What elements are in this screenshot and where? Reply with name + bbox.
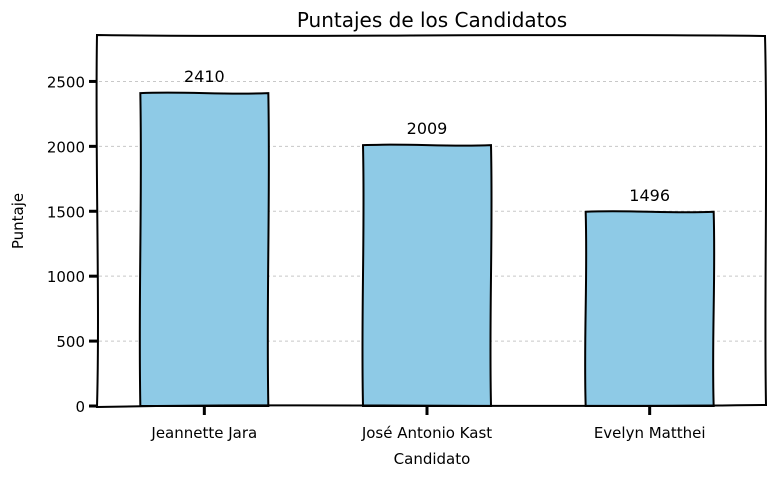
bar-value-label: 2009 — [407, 119, 448, 138]
bar-layer: 2410 2009 1496 — [138, 67, 716, 407]
y-tick-label: 1500 — [47, 203, 85, 221]
bar — [584, 210, 716, 407]
bar-value-label: 2410 — [184, 67, 225, 86]
y-tick-label: 2500 — [47, 73, 85, 91]
y-tick-label: 500 — [56, 333, 85, 351]
x-tick-label: Jeannette Jara — [150, 424, 257, 442]
y-tick-label: 2000 — [47, 138, 85, 156]
plot-frame — [95, 33, 768, 409]
x-axis: Jeannette Jara José Antonio Kast Evelyn Ma… — [150, 406, 706, 442]
bar — [138, 91, 270, 407]
y-tick-label: 1000 — [47, 268, 85, 286]
x-tick-label: José Antonio Kast — [361, 424, 492, 442]
bar — [361, 143, 493, 407]
x-axis-label: Candidato — [394, 450, 471, 468]
bar-value-label: 1496 — [629, 186, 670, 205]
x-tick-label: Evelyn Matthei — [594, 424, 706, 442]
y-axis: 0 500 1000 1500 2000 2500 — [47, 73, 97, 416]
y-axis-label: Puntaje — [9, 193, 27, 249]
y-tick-label: 0 — [75, 398, 85, 416]
chart-title: Puntajes de los Candidatos — [297, 8, 567, 32]
